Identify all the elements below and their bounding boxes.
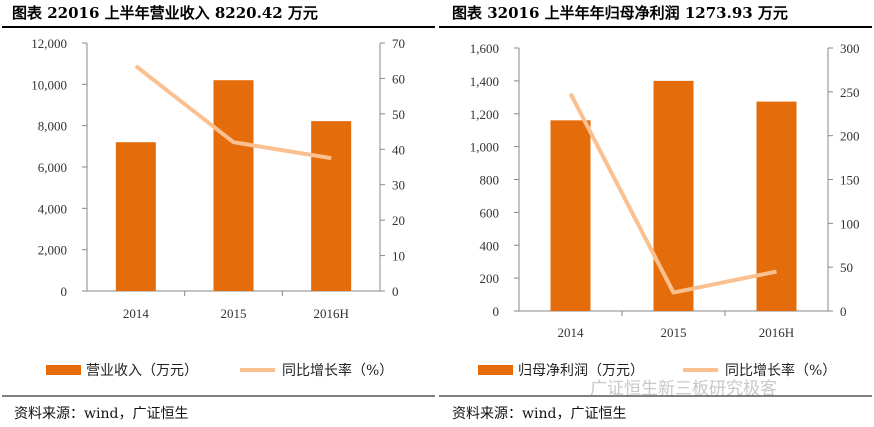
bar-2014 xyxy=(550,120,591,311)
right-tick-label: 150 xyxy=(840,173,860,188)
right-tick-label: 40 xyxy=(392,142,405,157)
left-tick-label: 1,600 xyxy=(470,41,499,56)
left-tick-label: 1,400 xyxy=(470,74,499,89)
left-tick-label: 800 xyxy=(480,173,500,188)
left-tick-label: 6,000 xyxy=(38,160,67,175)
bar-2016H xyxy=(311,121,352,292)
watermark: 广证恒生新三板研究极客 xyxy=(590,379,777,399)
right-tick-label: 0 xyxy=(392,284,399,299)
left-tick-label: 0 xyxy=(493,304,500,319)
right-tick-label: 50 xyxy=(840,260,853,275)
bar-2015 xyxy=(653,80,694,311)
left-tick-label: 0 xyxy=(61,284,68,299)
right-tick-label: 60 xyxy=(392,71,405,86)
legend-swatch-bar xyxy=(478,365,513,375)
left-tick-label: 1,200 xyxy=(470,107,499,122)
bar-2014 xyxy=(115,142,156,291)
left-tick-label: 400 xyxy=(480,238,500,253)
source-note: 资料来源：wind，广证恒生 xyxy=(452,406,626,422)
legend-label-line: 同比增长率（%） xyxy=(282,362,393,379)
left-tick-label: 2,000 xyxy=(38,243,67,258)
right-tick-label: 30 xyxy=(392,178,405,193)
left-tick-label: 10,000 xyxy=(31,77,67,92)
x-tick-label: 2014 xyxy=(558,325,585,340)
right-tick-label: 20 xyxy=(392,213,405,228)
legend-label-bar: 营业收入（万元） xyxy=(86,363,198,379)
x-tick-label: 2016H xyxy=(313,306,348,321)
legend-swatch-bar xyxy=(46,365,81,375)
source-note: 资料来源：wind，广证恒生 xyxy=(14,406,188,422)
bar-2015 xyxy=(213,80,254,291)
right-tick-label: 200 xyxy=(840,129,860,144)
legend-label-bar: 归母净利润（万元） xyxy=(518,362,644,379)
right-tick-label: 50 xyxy=(392,107,405,122)
x-tick-label: 2015 xyxy=(661,325,687,340)
right-tick-label: 0 xyxy=(840,304,847,319)
left-tick-label: 1,000 xyxy=(470,140,499,155)
left-tick-label: 200 xyxy=(480,271,500,286)
right-tick-label: 300 xyxy=(840,41,860,56)
right-tick-label: 10 xyxy=(392,249,405,264)
left-tick-label: 8,000 xyxy=(38,119,67,134)
right-tick-label: 250 xyxy=(840,85,860,100)
left-tick-label: 600 xyxy=(480,205,500,220)
legend-label-line: 同比增长率（%） xyxy=(725,362,836,379)
left-tick-label: 12,000 xyxy=(31,36,67,51)
right-tick-label: 70 xyxy=(392,36,405,51)
right-tick-label: 100 xyxy=(840,216,860,231)
chart-title: 图表 22016 上半年营业收入 8220.42 万元 xyxy=(12,4,318,22)
x-tick-label: 2016H xyxy=(759,325,794,340)
bar-2016H xyxy=(756,101,797,312)
chart-title: 图表 32016 上半年年归母净利润 1273.93 万元 xyxy=(452,4,788,22)
left-tick-label: 4,000 xyxy=(38,201,67,216)
x-tick-label: 2015 xyxy=(221,306,247,321)
x-tick-label: 2014 xyxy=(123,306,150,321)
